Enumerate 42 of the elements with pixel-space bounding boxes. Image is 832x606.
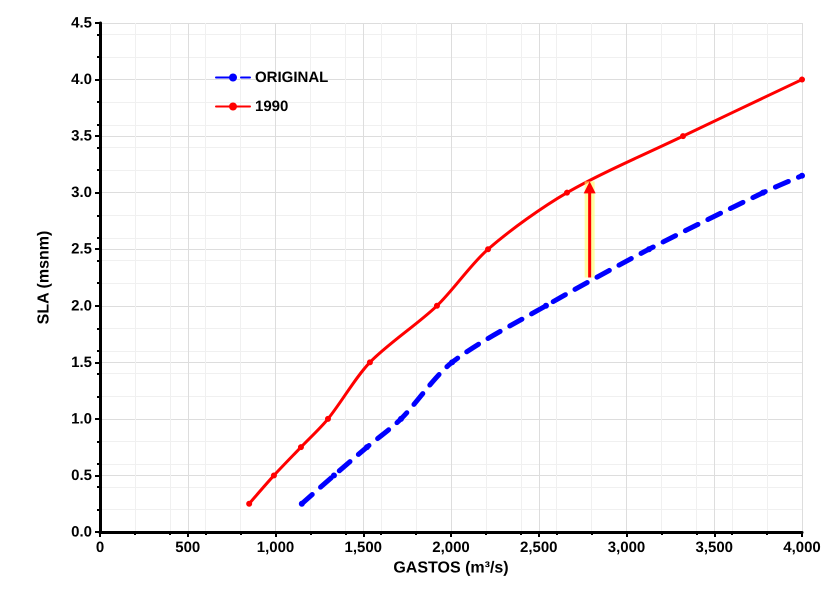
point	[434, 302, 440, 309]
x-tick-label: 2,500	[520, 539, 558, 556]
x-tick-label: 1,500	[344, 539, 382, 556]
point	[246, 500, 252, 507]
y-axis-title: SLA (msnm)	[36, 230, 52, 324]
y-tick-label: 2.0	[71, 297, 92, 314]
point	[324, 416, 331, 422]
x-tick-label: 2,000	[432, 539, 470, 556]
point	[330, 472, 337, 478]
point	[564, 190, 570, 196]
point	[398, 416, 404, 422]
x-tick-label: 500	[175, 539, 200, 556]
point	[542, 302, 549, 309]
x-axis-title: GASTOS (m³/s)	[393, 560, 509, 576]
legend-label: ORIGINAL	[255, 69, 328, 86]
point	[680, 133, 686, 140]
x-tick-label: 4,000	[783, 539, 821, 556]
legend-label: 1990	[255, 98, 288, 115]
point	[270, 472, 277, 478]
point	[760, 190, 766, 196]
y-tick-label: 4.5	[71, 14, 92, 32]
x-tick-label: 1,000	[256, 539, 294, 556]
point	[449, 359, 456, 366]
y-tick-label: 0.0	[71, 524, 92, 540]
y-tick-label: 3.5	[71, 128, 92, 145]
point	[298, 444, 304, 450]
point	[485, 246, 492, 252]
y-tick-label: 2.5	[71, 240, 92, 258]
y-tick-label: 4.0	[71, 71, 92, 88]
x-tick-label: 0	[96, 539, 104, 556]
y-tick-label: 1.5	[71, 354, 92, 371]
x-tick-label: 3,000	[608, 539, 646, 556]
point	[366, 359, 373, 366]
x-tick-label: 3,500	[695, 539, 734, 556]
y-tick-label: 1.0	[71, 410, 92, 428]
point	[364, 444, 370, 450]
point	[799, 172, 805, 179]
y-tick-label: 0.5	[71, 466, 92, 484]
y-tick-label: 3.0	[71, 184, 92, 202]
point	[799, 76, 805, 83]
point	[298, 500, 305, 507]
point	[646, 246, 652, 252]
